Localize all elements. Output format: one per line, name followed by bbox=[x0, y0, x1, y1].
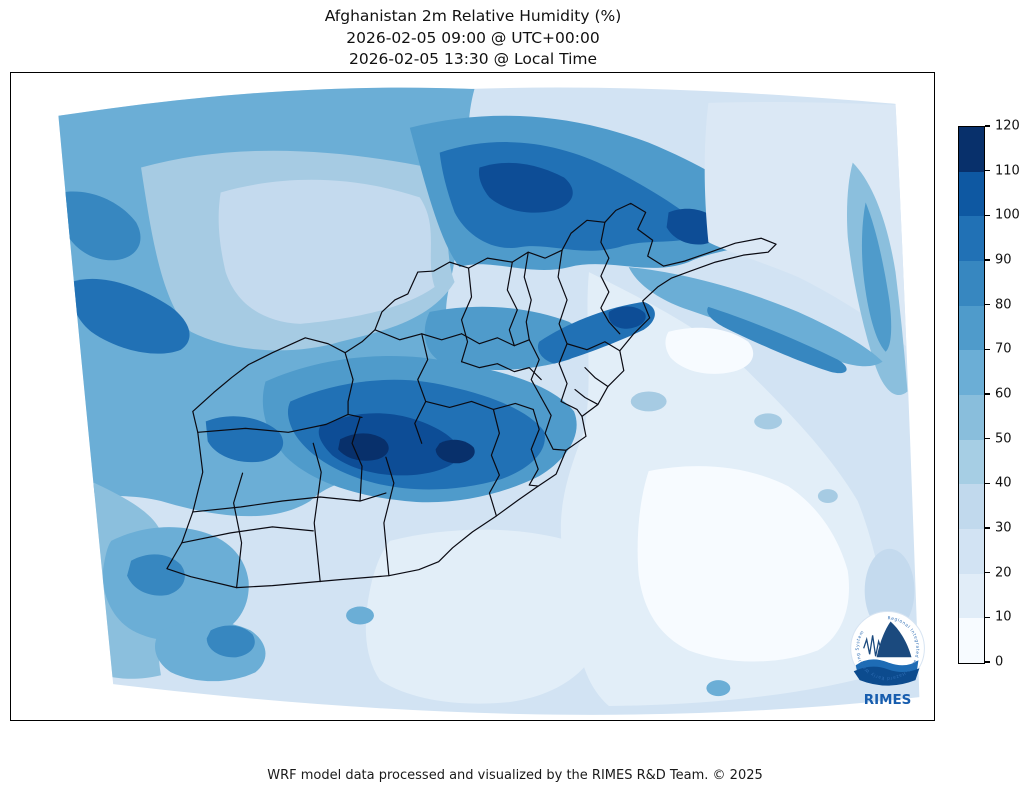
colorbar-segment bbox=[959, 305, 984, 351]
rimes-logo-seismogram bbox=[863, 635, 883, 657]
colorbar-tick-label: 50 bbox=[995, 431, 1012, 447]
colorbar: 0 10 20 30 40 50 60 70 80 90 100 110 120 bbox=[958, 119, 1030, 670]
colorbar-segment bbox=[959, 260, 984, 306]
colorbar-tick-label: 100 bbox=[995, 207, 1020, 223]
province-boundaries bbox=[166, 202, 777, 589]
colorbar-tick-mark bbox=[984, 482, 990, 485]
colorbar-tick-mark bbox=[984, 616, 990, 619]
rimes-logo-mountain bbox=[876, 621, 912, 658]
colorbar-tick-mark bbox=[984, 393, 990, 395]
title-line-1: Afghanistan 2m Relative Humidity (%) bbox=[324, 7, 622, 25]
colorbar-tick-label: 40 bbox=[995, 475, 1012, 491]
title-line-3: 2026-02-05 13:30 @ Local Time bbox=[348, 50, 598, 68]
rimes-logo: Regional Integrated Multi-Hazard Early W… bbox=[850, 611, 925, 708]
colorbar-segment bbox=[959, 171, 984, 217]
colorbar-bar bbox=[958, 126, 985, 664]
colorbar-tick-mark bbox=[984, 571, 990, 574]
colorbar-tick-mark bbox=[984, 661, 990, 663]
humidity-field bbox=[58, 87, 920, 715]
colorbar-tick-label: 10 bbox=[995, 609, 1012, 625]
rimes-logo-name: RIMES bbox=[864, 693, 912, 708]
colorbar-tick-mark bbox=[984, 437, 990, 440]
colorbar-tick-label: 30 bbox=[995, 520, 1012, 536]
colorbar-segment bbox=[959, 528, 984, 574]
colorbar-tick-mark bbox=[984, 348, 990, 351]
colorbar-tick-mark bbox=[984, 169, 990, 172]
colorbar-segment bbox=[959, 483, 984, 529]
map-axes: Regional Integrated Multi-Hazard Early W… bbox=[10, 72, 935, 721]
colorbar-segment bbox=[959, 349, 984, 395]
title-line-2: 2026-02-05 09:00 @ UTC+00:00 bbox=[346, 28, 600, 47]
footer-credit: WRF model data processed and visualized … bbox=[267, 768, 763, 783]
colorbar-segment bbox=[959, 126, 984, 172]
colorbar-segment bbox=[959, 215, 984, 261]
colorbar-tick-mark bbox=[984, 125, 990, 127]
colorbar-tick-label: 20 bbox=[995, 565, 1012, 581]
colorbar-tick-label: 0 bbox=[995, 654, 1004, 670]
colorbar-tick-label: 90 bbox=[995, 252, 1012, 268]
colorbar-tick-mark bbox=[984, 527, 990, 529]
colorbar-tick-label: 110 bbox=[995, 163, 1020, 179]
national-border bbox=[166, 202, 777, 589]
colorbar-tick-label: 120 bbox=[995, 118, 1020, 134]
colorbar-tick-label: 70 bbox=[995, 341, 1012, 357]
colorbar-segment bbox=[959, 573, 984, 619]
humidity-map: Regional Integrated Multi-Hazard Early W… bbox=[58, 87, 925, 715]
colorbar-tick-mark bbox=[984, 214, 990, 217]
colorbar-segment bbox=[959, 617, 984, 663]
colorbar-segment bbox=[959, 394, 984, 440]
colorbar-tick-mark bbox=[984, 259, 990, 261]
plot-title: Afghanistan 2m Relative Humidity (%) 202… bbox=[10, 6, 936, 71]
colorbar-segment bbox=[959, 439, 984, 485]
colorbar-tick-mark bbox=[984, 303, 990, 306]
colorbar-tick-label: 80 bbox=[995, 297, 1012, 313]
rimes-logo-wave-dark bbox=[853, 666, 920, 686]
colorbar-tick-label: 60 bbox=[995, 386, 1012, 402]
